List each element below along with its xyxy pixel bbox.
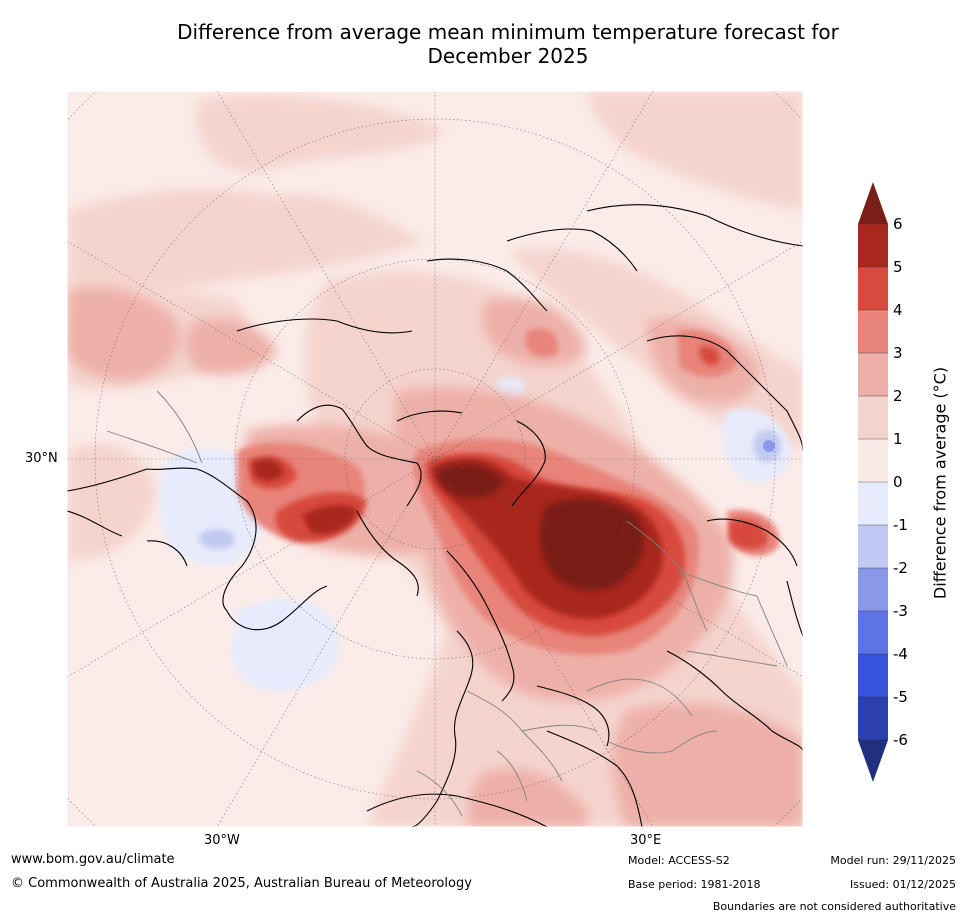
footer-model-run: Model run: 29/11/2025 [830,854,956,867]
colorbar-bin [858,224,888,267]
lon-label-30w: 30°W [204,833,240,848]
colorbar-tick-label: -5 [893,688,908,706]
lon-label-30e: 30°E [630,833,662,848]
colorbar-bin [858,525,888,568]
colorbar-bin [858,267,888,310]
colorbar-over-extension [858,182,888,224]
colorbar-tick-label: -2 [893,559,908,577]
colorbar-label: Difference from average (°C) [930,366,950,600]
lat-label-30n: 30°N [25,451,58,466]
colorbar-tick-label: 3 [893,344,903,362]
colorbar-bin [858,654,888,697]
anomaly-layer-neg2to3 [763,440,775,452]
footer-copyright: © Commonwealth of Australia 2025, Austra… [11,876,472,891]
colorbar-tick-label: 5 [893,258,903,276]
colorbar-tick-label: 4 [893,301,903,319]
colorbar-bin [858,439,888,482]
chart-title-line-1: Difference from average mean minimum tem… [177,20,839,44]
colorbar [858,182,888,782]
map-frame [67,91,803,827]
colorbar-tick-label: 0 [893,473,903,491]
footer-issued: Issued: 01/12/2025 [849,878,956,891]
colorbar-bin [858,568,888,611]
colorbar-bin [858,697,888,740]
colorbar-tick-label: -6 [893,731,908,749]
colorbar-tick-label: 6 [893,215,903,233]
colorbar-bin [858,353,888,396]
country-borders [106,390,788,817]
colorbar-tick-label: -3 [893,602,908,620]
footer-disclaimer: Boundaries are not considered authoritat… [712,900,956,913]
chart-title-line-2: December 2025 [427,44,589,68]
graticule [67,91,803,827]
footer-base-period: Base period: 1981-2018 [628,878,761,891]
anomaly-map [67,91,803,827]
colorbar-tick-label: -1 [893,516,908,534]
colorbar-bin [858,396,888,439]
chart-title: Difference from average mean minimum tem… [60,20,956,68]
colorbar-bin [858,611,888,654]
footer-model: Model: ACCESS-S2 [628,854,730,867]
colorbar-tick-label: -4 [893,645,908,663]
colorbar-tick-label: 2 [893,387,903,405]
footer-website: www.bom.gov.au/climate [11,852,175,867]
coastlines [67,204,803,827]
colorbar-tick-label: 1 [893,430,903,448]
colorbar-bin [858,482,888,525]
colorbar-bin [858,310,888,353]
colorbar-under-extension [858,740,888,782]
